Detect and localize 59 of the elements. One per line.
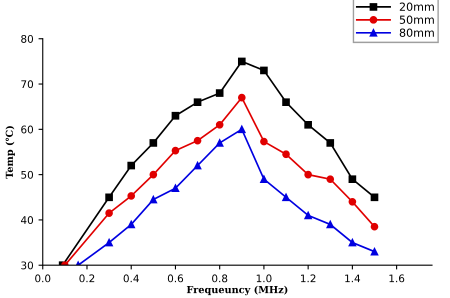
point [238, 126, 246, 134]
x-tick-label: 1.6 [389, 274, 404, 282]
x-tick-label: 0.0 [35, 274, 50, 282]
legend-label: 80mm [400, 28, 434, 37]
y-axis-title: Temp (℃) [6, 126, 15, 179]
x-tick-label: 0.8 [212, 274, 228, 282]
point [127, 192, 136, 200]
point [260, 175, 268, 183]
point [238, 94, 246, 102]
point [105, 238, 113, 246]
y-tick-label: 50 [21, 170, 34, 179]
y-tick-label: 80 [21, 34, 34, 43]
point [260, 138, 268, 146]
point [194, 136, 202, 144]
point [370, 193, 378, 202]
point [282, 98, 290, 106]
point [216, 89, 224, 97]
point [105, 209, 113, 217]
point [172, 184, 180, 192]
point [326, 175, 334, 183]
point [127, 220, 136, 228]
x-tick-label: 0.2 [79, 274, 94, 282]
point [150, 170, 158, 178]
legend-label: 20mm [400, 2, 434, 11]
point [194, 162, 202, 170]
point [194, 98, 202, 106]
y-tick-label: 70 [21, 80, 34, 88]
point [282, 150, 290, 158]
x-axis-title: Frequeuncy (MHz) [186, 286, 288, 296]
point [370, 222, 378, 231]
point [304, 212, 312, 220]
x-tick-label: 1.2 [301, 274, 316, 282]
x-tick-label: 1.0 [256, 274, 272, 282]
point [326, 220, 334, 228]
point [216, 120, 224, 129]
x-tick-label: 0.4 [124, 274, 139, 282]
point [127, 162, 136, 170]
point [172, 146, 180, 154]
point [172, 112, 180, 120]
point [282, 193, 290, 202]
point [150, 139, 158, 147]
point [348, 238, 356, 246]
point [260, 66, 268, 74]
point [304, 120, 312, 129]
x-tick-label: 1.4 [345, 274, 360, 282]
point [105, 193, 113, 202]
y-tick-label: 40 [20, 216, 34, 224]
y-tick-label: 60 [21, 126, 34, 134]
y-tick-label: 30 [21, 261, 34, 270]
legend-label: 50mm [400, 16, 434, 24]
point [348, 198, 356, 206]
point [326, 139, 334, 147]
point [216, 139, 224, 147]
x-tick-label: 0.6 [168, 274, 184, 282]
point [238, 58, 246, 66]
point [348, 175, 356, 183]
point [304, 170, 312, 178]
point [370, 248, 378, 256]
point [150, 196, 158, 204]
